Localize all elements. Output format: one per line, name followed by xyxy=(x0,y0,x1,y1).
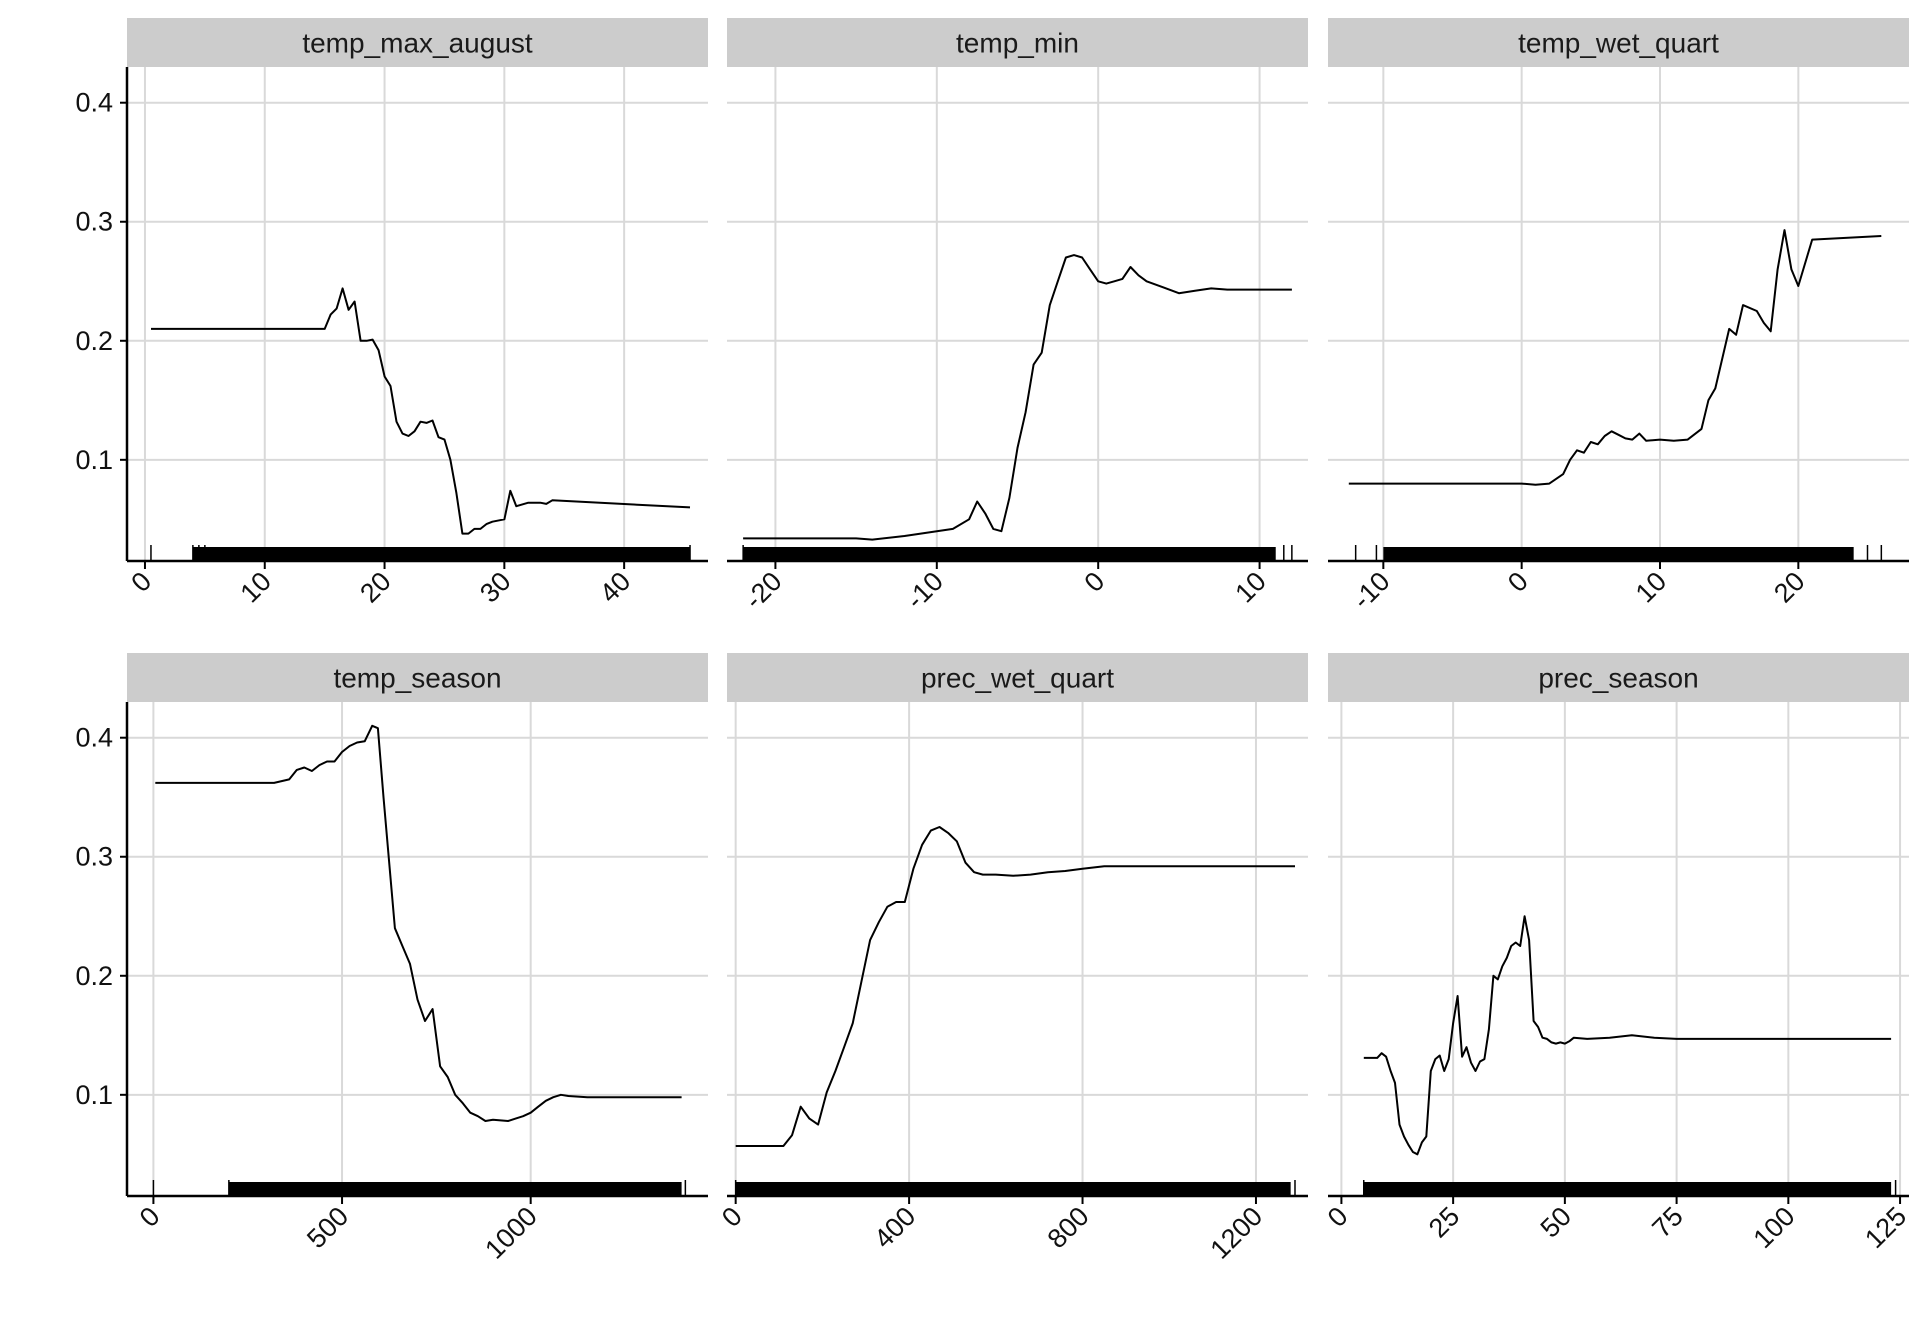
y-tick-label: 0.3 xyxy=(75,842,113,872)
rug-band xyxy=(1363,1182,1892,1196)
y-tick-label: 0.1 xyxy=(75,1080,113,1110)
dependence-line xyxy=(1348,229,1882,486)
facet-title: prec_season xyxy=(1538,663,1698,694)
rug-band xyxy=(192,547,691,561)
y-tick-label: 0.2 xyxy=(75,961,113,991)
rug-band xyxy=(735,1182,1291,1196)
y-tick-label: 0.1 xyxy=(75,445,113,475)
dependence-line xyxy=(155,724,682,1122)
facet-title: temp_min xyxy=(956,28,1079,59)
y-tick-label: 0.2 xyxy=(75,326,113,356)
dependence-line xyxy=(1363,915,1892,1156)
rug-band xyxy=(228,1182,682,1196)
dependence-line xyxy=(743,254,1292,541)
facet-title: temp_season xyxy=(333,663,501,694)
rug-band xyxy=(743,547,1276,561)
rug-band xyxy=(1383,547,1854,561)
dependence-line xyxy=(151,287,691,535)
facet-panel-temp-min: temp_min-20 -10 0 10 xyxy=(727,18,1308,615)
y-tick-label: 0.4 xyxy=(75,723,113,753)
facet-title: temp_max_august xyxy=(302,28,533,59)
dependence-line xyxy=(735,826,1295,1147)
facet-strip xyxy=(1328,653,1909,702)
y-tick-label: 0.3 xyxy=(75,207,113,237)
facet-strip xyxy=(127,653,708,702)
facet-strip xyxy=(727,18,1308,67)
y-tick-label: 0.4 xyxy=(75,88,113,118)
facet-strip xyxy=(727,653,1308,702)
facet-strip xyxy=(127,18,708,67)
facet-strip xyxy=(1328,18,1909,67)
facet-title: temp_wet_quart xyxy=(1518,28,1719,59)
facet-title: prec_wet_quart xyxy=(921,663,1114,694)
